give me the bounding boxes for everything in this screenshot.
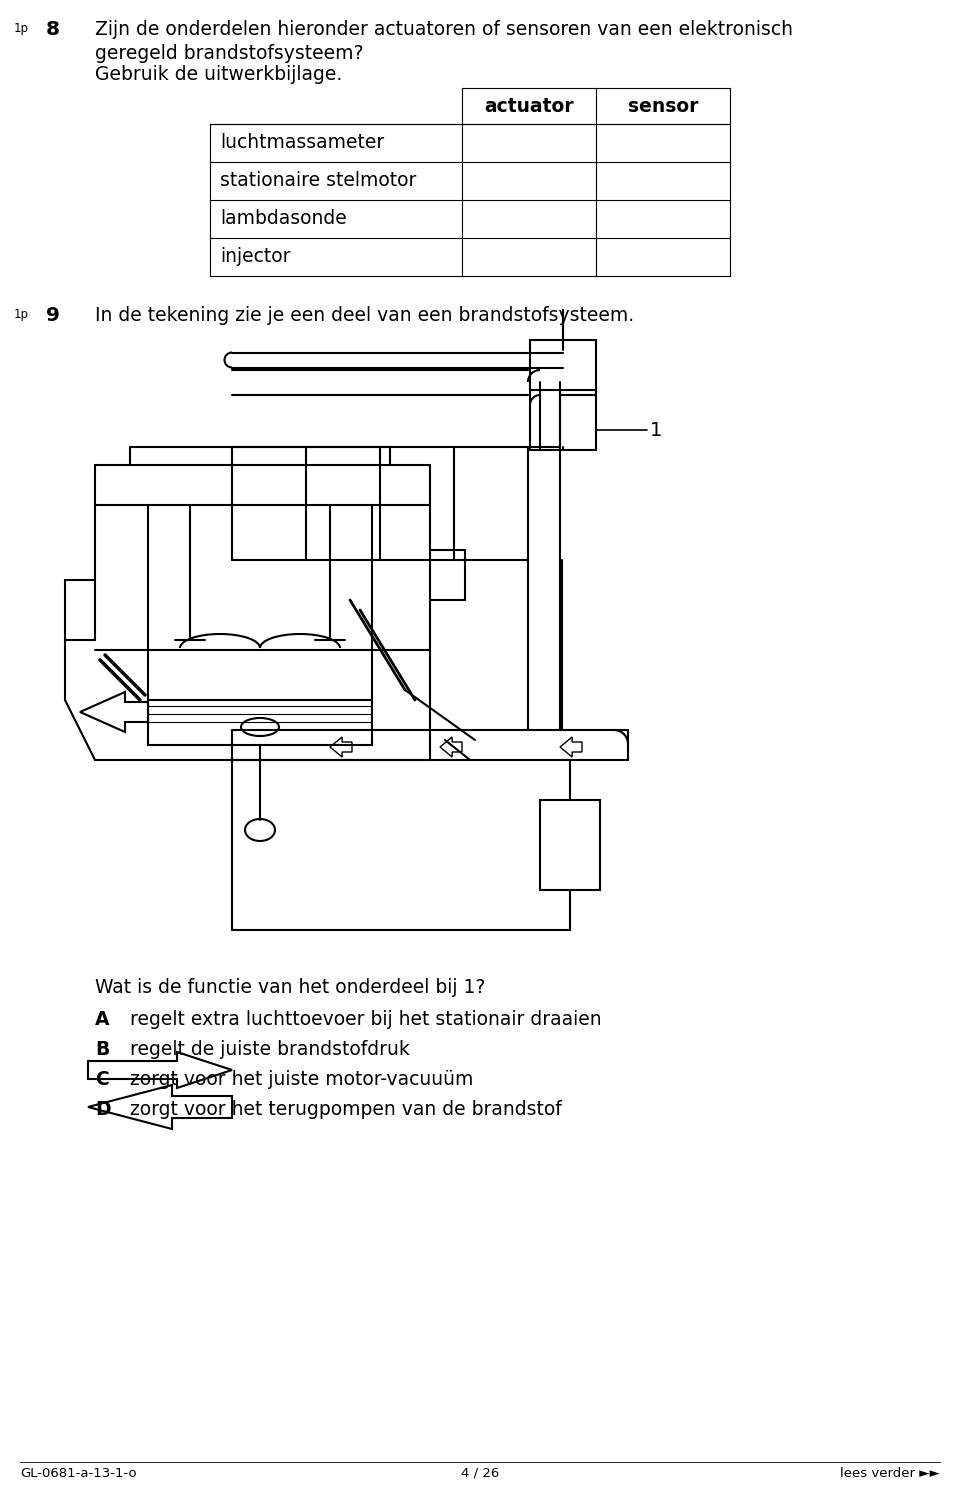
- Text: zorgt voor het terugpompen van de brandstof: zorgt voor het terugpompen van de brands…: [130, 1100, 562, 1119]
- Text: regelt de juiste brandstofdruk: regelt de juiste brandstofdruk: [130, 1040, 410, 1059]
- Bar: [148, 700, 372, 745]
- Text: zorgt voor het juiste motor-vacuuüm: zorgt voor het juiste motor-vacuuüm: [130, 1070, 473, 1089]
- Text: B: B: [95, 1040, 109, 1059]
- Text: Gebruik de uitwerkbijlage.: Gebruik de uitwerkbijlage.: [95, 66, 343, 84]
- Text: 1: 1: [650, 421, 662, 440]
- Text: Wat is de functie van het onderdeel bij 1?: Wat is de functie van het onderdeel bij …: [95, 977, 486, 997]
- Text: geregeld brandstofsysteem?: geregeld brandstofsysteem?: [95, 43, 364, 63]
- Text: 8: 8: [46, 19, 60, 39]
- Text: 4 / 26: 4 / 26: [461, 1467, 499, 1480]
- Text: A: A: [95, 1010, 109, 1029]
- Text: actuator: actuator: [484, 97, 574, 115]
- Text: 9: 9: [46, 306, 60, 325]
- Text: stationaire stelmotor: stationaire stelmotor: [220, 172, 417, 191]
- Text: C: C: [95, 1070, 108, 1089]
- Bar: [540, 800, 600, 891]
- Text: luchtmassameter: luchtmassameter: [220, 133, 384, 152]
- Text: lees verder ►►: lees verder ►►: [840, 1467, 940, 1480]
- Text: 1p: 1p: [14, 22, 29, 34]
- Text: sensor: sensor: [628, 97, 698, 115]
- Text: 1p: 1p: [14, 307, 29, 321]
- Text: Zijn de onderdelen hieronder actuatoren of sensoren van een elektronisch: Zijn de onderdelen hieronder actuatoren …: [95, 19, 793, 39]
- Text: D: D: [95, 1100, 110, 1119]
- Text: injector: injector: [220, 248, 291, 267]
- Text: regelt extra luchttoevoer bij het stationair draaien: regelt extra luchttoevoer bij het statio…: [130, 1010, 602, 1029]
- Text: lambdasonde: lambdasonde: [220, 209, 347, 228]
- Text: In de tekening zie je een deel van een brandstofsysteem.: In de tekening zie je een deel van een b…: [95, 306, 635, 325]
- Bar: [530, 340, 596, 451]
- Text: GL-0681-a-13-1-o: GL-0681-a-13-1-o: [20, 1467, 136, 1480]
